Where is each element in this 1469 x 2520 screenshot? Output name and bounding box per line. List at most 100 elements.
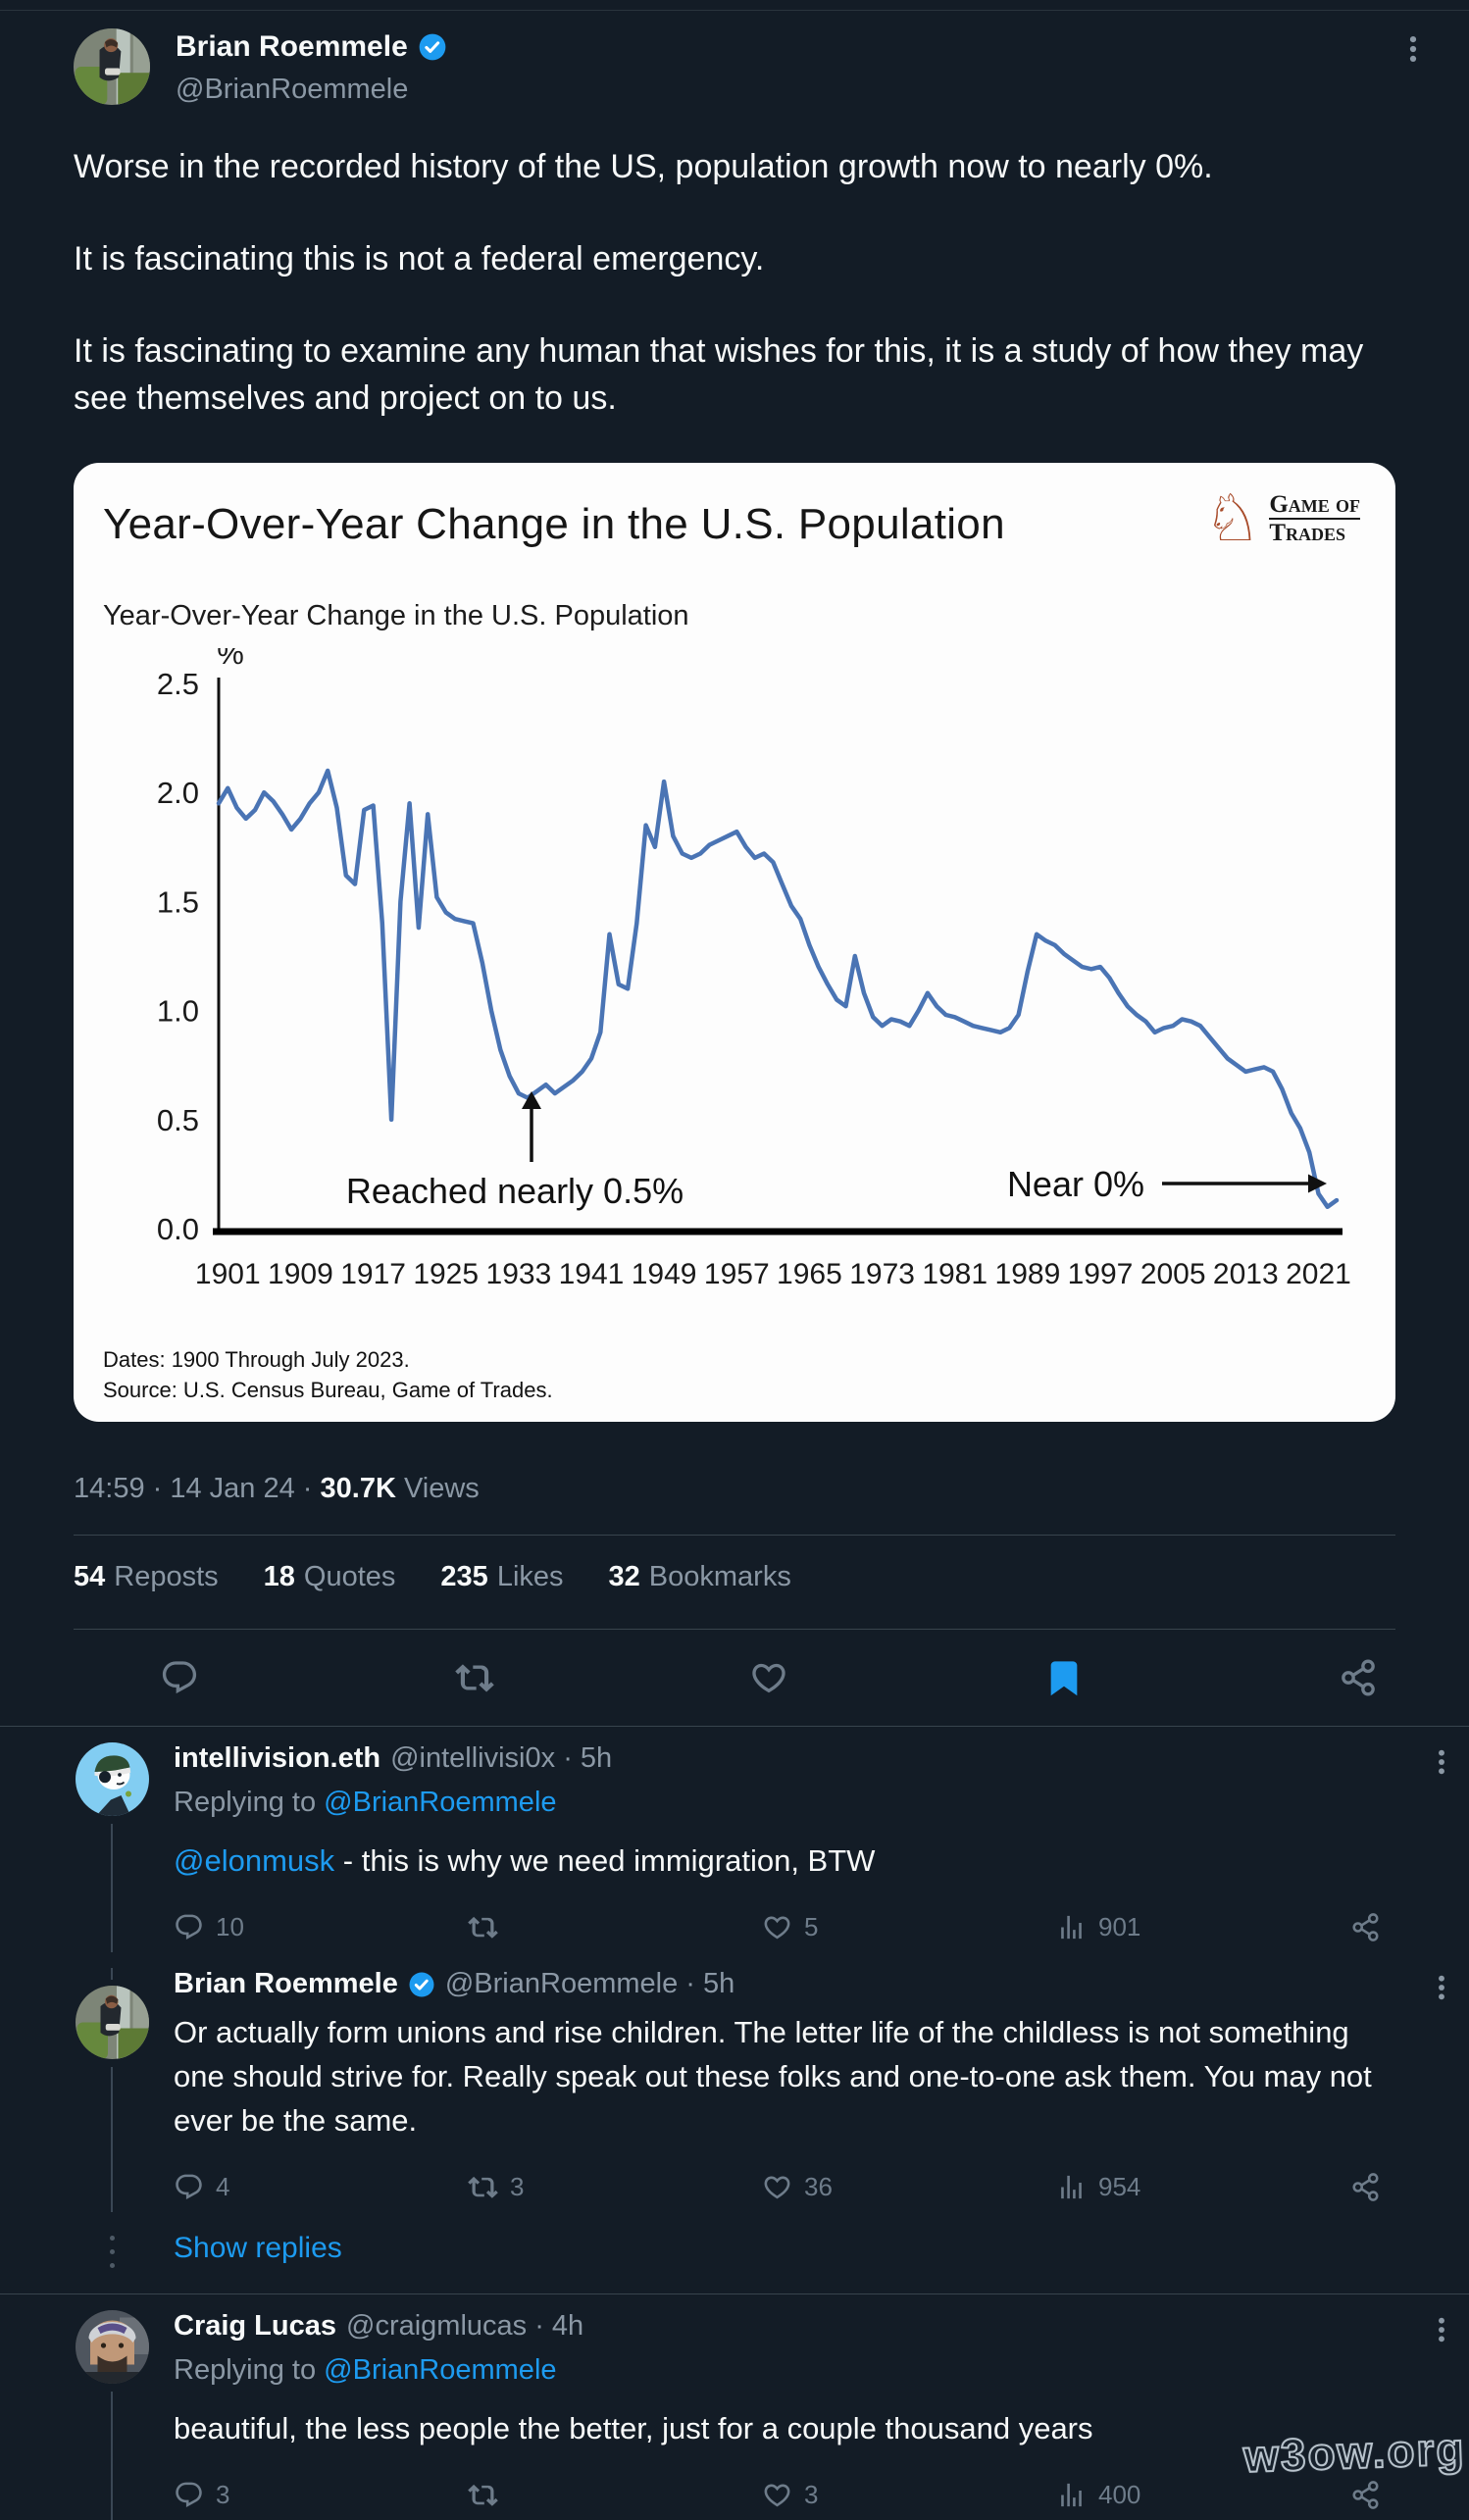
- share-button[interactable]: [1339, 1658, 1378, 1697]
- avatar[interactable]: [75, 1742, 149, 1816]
- reply-stats-row: 4 3 36 954: [174, 2172, 1381, 2202]
- chart-image-card[interactable]: Year-Over-Year Change in the U.S. Popula…: [74, 463, 1395, 1422]
- reply-button[interactable]: [160, 1658, 199, 1697]
- timestamp-row: 14:59 · 14 Jan 24 · 30.7K Views: [74, 1473, 1395, 1505]
- heart-icon: [752, 1663, 785, 1693]
- bull-knight-logo-icon: ♘: [1203, 480, 1262, 556]
- repost-count[interactable]: [468, 1912, 762, 1942]
- svg-text:1909: 1909: [268, 1258, 333, 1290]
- repost-icon: [454, 1664, 494, 1692]
- svg-text:2005: 2005: [1140, 1258, 1206, 1290]
- like-count[interactable]: 3: [762, 2480, 1056, 2510]
- svg-text:1901: 1901: [195, 1258, 261, 1290]
- quotes-stat[interactable]: 18 Quotes: [263, 1561, 396, 1592]
- more-options-button[interactable]: [1396, 28, 1430, 66]
- avatar[interactable]: [75, 2310, 149, 2384]
- top-divider: [0, 10, 1469, 11]
- svg-text:0.5: 0.5: [157, 1103, 199, 1137]
- svg-text:0.0: 0.0: [157, 1212, 199, 1246]
- reply-author-name[interactable]: Craig Lucas: [174, 2310, 336, 2342]
- replying-to-link[interactable]: @BrianRoemmele: [324, 1787, 557, 1818]
- more-options-button[interactable]: [1426, 2310, 1457, 2520]
- reply-icon: [162, 1661, 197, 1694]
- share-network-icon: [1352, 1913, 1379, 1941]
- thread-ellipsis: [74, 2232, 150, 2268]
- svg-text:1997: 1997: [1068, 1258, 1134, 1290]
- reply-count[interactable]: 10: [174, 1912, 468, 1942]
- reply-tweet[interactable]: intellivision.eth @intellivisi0x · 5h Re…: [0, 1727, 1469, 1952]
- repost-icon: [468, 1916, 498, 1939]
- reply-author-meta[interactable]: @intellivisi0x · 5h: [390, 1742, 613, 1774]
- author-handle[interactable]: @BrianRoemmele: [176, 74, 409, 105]
- author-block: Brian Roemmele @BrianRoemmele: [176, 28, 447, 106]
- likes-stat[interactable]: 235 Likes: [440, 1561, 564, 1592]
- like-button[interactable]: [749, 1658, 788, 1697]
- author-name[interactable]: Brian Roemmele: [176, 30, 408, 63]
- tweet-paragraph: It is fascinating to examine any human t…: [74, 332, 1364, 417]
- mention-link[interactable]: @elonmusk: [174, 1843, 335, 1878]
- svg-text:Near 0%: Near 0%: [1007, 1164, 1144, 1204]
- like-count[interactable]: 36: [762, 2172, 1056, 2202]
- reply-tweet[interactable]: Craig Lucas @craigmlucas · 4h Replying t…: [0, 2294, 1469, 2520]
- reply-author-name[interactable]: intellivision.eth: [174, 1742, 381, 1774]
- views-count: 30.7K: [320, 1473, 396, 1504]
- analytics-bars-icon: [1061, 1915, 1082, 1940]
- svg-text:1925: 1925: [413, 1258, 479, 1290]
- reply-tweet[interactable]: Brian Roemmele @BrianRoemmele · 5h Or ac…: [0, 1952, 1469, 2212]
- share-network-icon: [1352, 2481, 1379, 2509]
- more-options-icon: [1439, 1749, 1444, 1775]
- bookmark-button[interactable]: [1044, 1658, 1084, 1697]
- view-count[interactable]: 954: [1056, 2172, 1350, 2202]
- analytics-bars-icon: [1061, 2175, 1082, 2199]
- heart-icon: [764, 1916, 790, 1940]
- avatar[interactable]: [75, 1986, 149, 2059]
- timestamp-text: 14:59 · 14 Jan 24 ·: [74, 1473, 313, 1504]
- svg-text:1.0: 1.0: [157, 994, 199, 1029]
- share-button[interactable]: [1350, 2172, 1381, 2202]
- more-options-button[interactable]: [1426, 1742, 1457, 1952]
- reply-stats-row: 3 3 400: [174, 2480, 1381, 2510]
- reply-count[interactable]: 4: [174, 2172, 468, 2202]
- repost-count[interactable]: [468, 2480, 762, 2510]
- views-label[interactable]: Views: [403, 1473, 480, 1504]
- reply-icon: [176, 2482, 202, 2508]
- site-watermark: w3ow.org: [1241, 2422, 1467, 2483]
- reply-author-meta[interactable]: @craigmlucas · 4h: [346, 2310, 584, 2342]
- logo-text-line1: Game of: [1269, 491, 1360, 518]
- repost-icon: [468, 2176, 498, 2198]
- repost-button[interactable]: [454, 1658, 494, 1697]
- share-button[interactable]: [1350, 1912, 1381, 1942]
- avatar[interactable]: [74, 28, 150, 105]
- svg-text:2013: 2013: [1213, 1258, 1279, 1290]
- intellivision-avatar-image: [75, 1742, 149, 1816]
- reposts-stat[interactable]: 54 Reposts: [74, 1561, 219, 1592]
- up-arrowhead-icon: [522, 1091, 541, 1109]
- heart-icon: [764, 2484, 790, 2507]
- game-of-trades-logo: ♘ Game of Trades: [1203, 486, 1360, 551]
- svg-text:2.0: 2.0: [157, 776, 199, 810]
- svg-text:1.5: 1.5: [157, 884, 199, 919]
- replying-to-line: Replying to @BrianRoemmele: [174, 1787, 557, 1818]
- engagement-stats-row: 54 Reposts 18 Quotes 235 Likes 32 Bookmarks: [74, 1561, 1395, 1593]
- view-count[interactable]: 400: [1056, 2480, 1350, 2510]
- share-button[interactable]: [1350, 2480, 1381, 2510]
- bookmarks-stat[interactable]: 32 Bookmarks: [608, 1561, 791, 1592]
- verified-badge-icon: [417, 32, 447, 62]
- reply-text: Or actually form unions and rise childre…: [174, 2015, 1372, 2138]
- repost-count[interactable]: 3: [468, 2172, 762, 2202]
- more-options-button[interactable]: [1426, 1968, 1457, 2212]
- view-count[interactable]: 901: [1056, 1912, 1350, 1942]
- logo-text-line2: Trades: [1269, 518, 1360, 546]
- reply-text: beautiful, the less people the better, j…: [174, 2411, 1093, 2445]
- reply-author-meta[interactable]: @BrianRoemmele · 5h: [444, 1968, 735, 1999]
- replying-to-link[interactable]: @BrianRoemmele: [324, 2354, 557, 2386]
- reply-author-name[interactable]: Brian Roemmele: [174, 1968, 398, 1999]
- tweet-text: Worse in the recorded history of the US,…: [0, 143, 1469, 422]
- svg-text:1973: 1973: [849, 1258, 915, 1290]
- like-count[interactable]: 5: [762, 1912, 1056, 1942]
- chart-title: Year-Over-Year Change in the U.S. Popula…: [103, 500, 1005, 548]
- reply-count[interactable]: 3: [174, 2480, 468, 2510]
- svg-text:1933: 1933: [486, 1258, 552, 1290]
- show-replies-link[interactable]: Show replies: [174, 2232, 342, 2264]
- svg-text:1941: 1941: [559, 1258, 625, 1290]
